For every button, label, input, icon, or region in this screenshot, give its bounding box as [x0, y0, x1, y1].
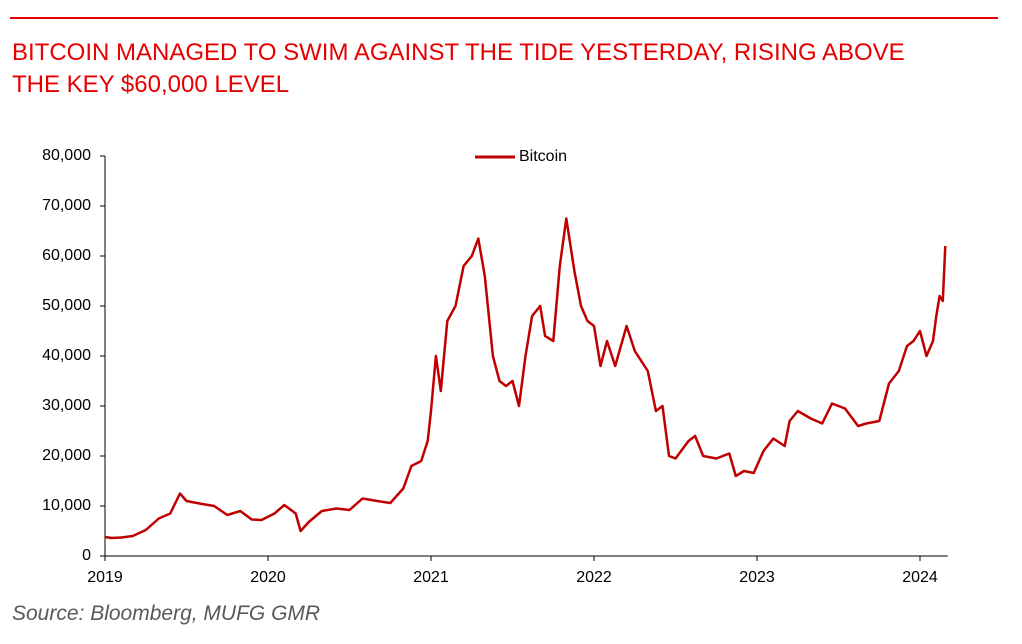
x-tick-label: 2023 [739, 569, 775, 586]
x-tick-label: 2021 [413, 569, 449, 586]
series-line [104, 217, 947, 540]
source: Source: Bloomberg, MUFG GMR [12, 602, 320, 625]
x-tick-label: 2022 [576, 569, 612, 586]
y-tick-label: 70,000 [42, 197, 91, 214]
x-tick-label: 2020 [250, 569, 286, 586]
chart-title: BITCOIN MANAGED TO SWIM AGAINST THE TIDE… [12, 39, 905, 66]
y-tick-label: 50,000 [42, 297, 91, 314]
y-tick-label: 60,000 [42, 247, 91, 264]
y-tick-label: 10,000 [42, 497, 91, 514]
y-tick-label: 80,000 [42, 147, 91, 164]
chart-title: THE KEY $60,000 LEVEL [12, 71, 289, 98]
x-tick-label: 2024 [902, 569, 938, 586]
y-tick-label: 0 [82, 547, 91, 564]
x-tick-label: 2019 [87, 569, 123, 586]
y-tick-label: 30,000 [42, 397, 91, 414]
y-tick-label: 20,000 [42, 447, 91, 464]
legend-label: Bitcoin [519, 148, 567, 165]
y-tick-label: 40,000 [42, 347, 91, 364]
